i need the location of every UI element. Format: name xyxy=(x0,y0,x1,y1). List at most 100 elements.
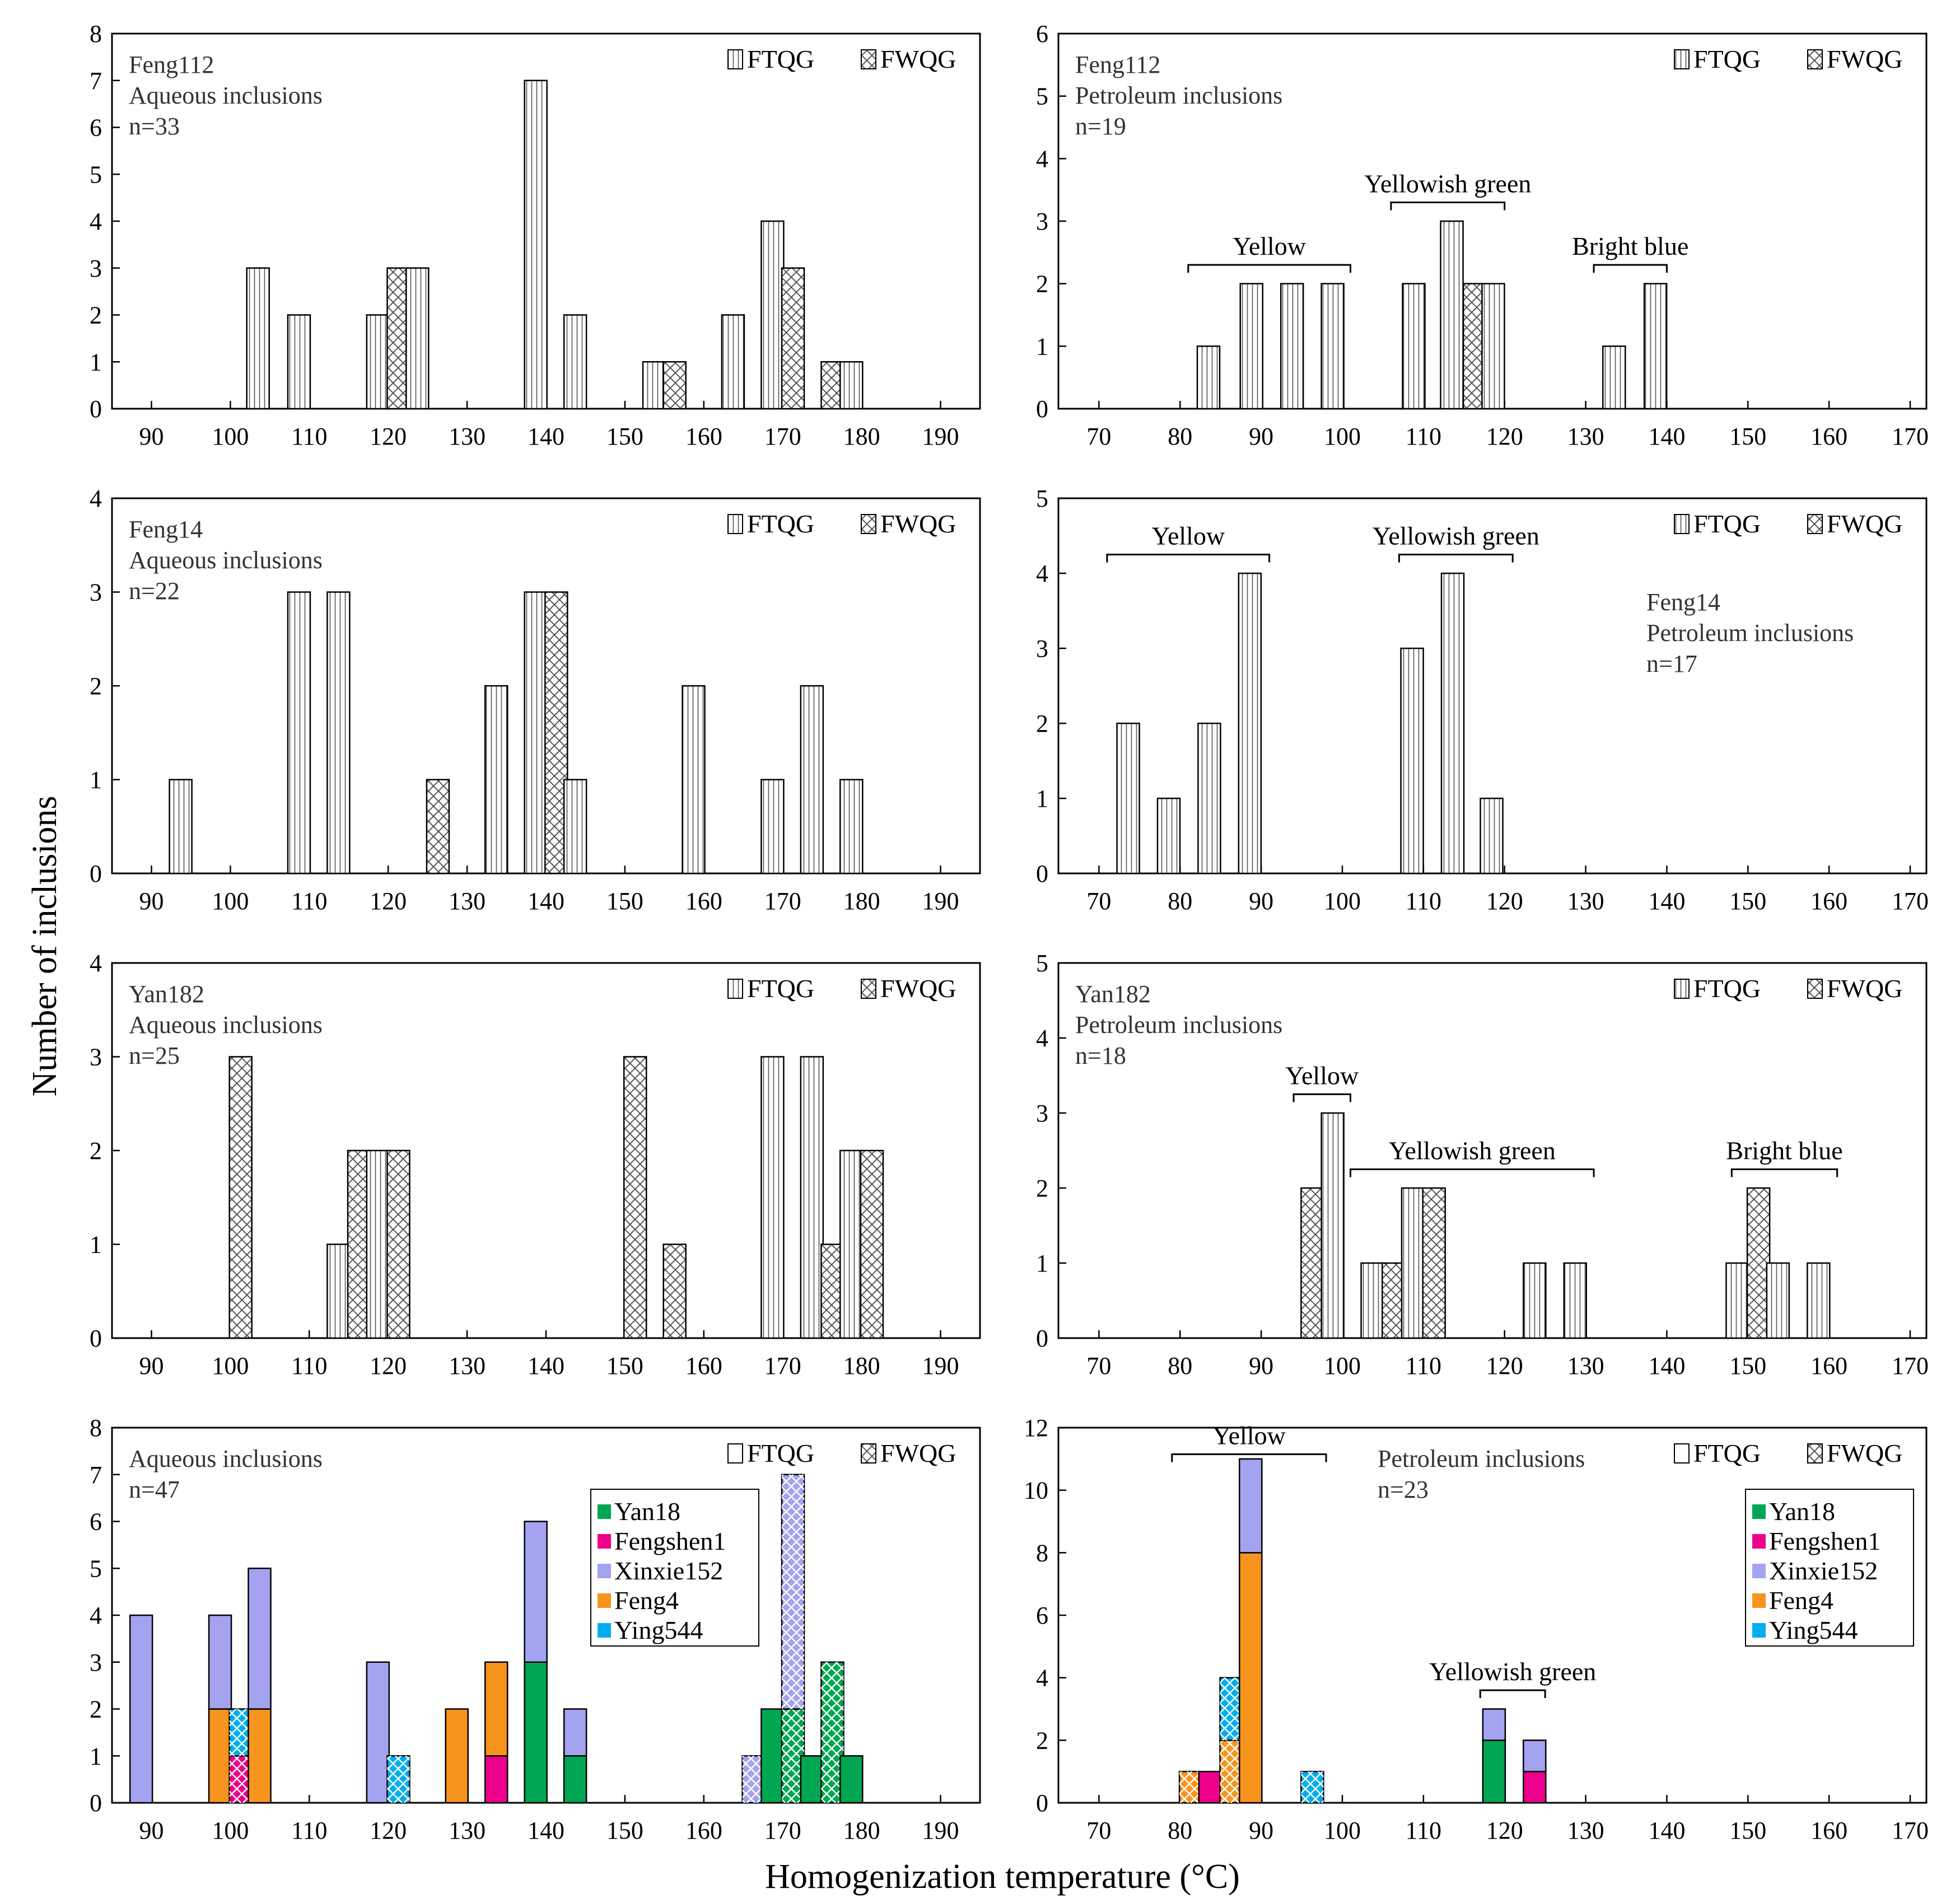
x-tick-label: 120 xyxy=(370,1817,407,1844)
x-tick-label: 100 xyxy=(1324,1352,1361,1380)
bar-hatch xyxy=(1220,1740,1243,1803)
bar-ftqg xyxy=(1480,797,1504,875)
bar-segment-yan18 xyxy=(839,1755,864,1804)
bar-ftqg xyxy=(760,779,785,875)
y-tick-label: 5 xyxy=(1036,83,1048,110)
legend-label-ftqg: FTQG xyxy=(1693,1439,1761,1467)
legend-ftqg-fwqg: FTQG FWQG xyxy=(1674,1439,1902,1467)
chart-panel-8: 0 2 4 6 8 10 12 70 80 90 100 110 120 130 140 150 160 170 Y… xyxy=(1024,1414,1929,1844)
bar-segment-xinxie152 xyxy=(1523,1740,1547,1773)
y-tick-label: 1 xyxy=(1036,333,1048,360)
bar-ftqg xyxy=(1523,1262,1547,1339)
group-bracket xyxy=(1187,264,1351,273)
group-label: Yellowish green xyxy=(1429,1657,1596,1686)
bar-ftqg xyxy=(1196,345,1221,410)
group-label: Bright blue xyxy=(1726,1137,1842,1165)
bar-ftqg xyxy=(366,1149,390,1339)
group-bracket xyxy=(1479,1689,1546,1698)
bar-ftqg xyxy=(1643,283,1668,410)
x-tick-label: 130 xyxy=(449,423,486,450)
bar-ftqg xyxy=(326,1243,351,1339)
legend-label-fwqg: FWQG xyxy=(880,974,956,1003)
y-tick-label: 2 xyxy=(90,1696,102,1723)
x-tick-label: 150 xyxy=(606,1352,643,1380)
legend-box xyxy=(590,1489,759,1647)
info-line: Aqueous inclusions xyxy=(129,1011,323,1039)
legend-label-ftqg: FTQG xyxy=(747,1439,814,1467)
legend-label-ftqg: FTQG xyxy=(1693,509,1761,538)
bar-ftqg xyxy=(1280,283,1304,410)
x-tick-label: 190 xyxy=(922,887,959,915)
bar-segment-yan18 xyxy=(1482,1740,1506,1804)
bar-fwqg xyxy=(1422,1187,1446,1339)
bar-ftqg xyxy=(1602,345,1626,410)
x-tick-label: 120 xyxy=(1486,423,1523,450)
x-tick-label: 130 xyxy=(1567,887,1604,915)
legend-label-xinxie152: Xinxie152 xyxy=(614,1556,723,1585)
x-tick-label: 170 xyxy=(764,887,801,915)
bar-fwqg xyxy=(1382,1262,1406,1339)
x-tick-label: 100 xyxy=(212,1352,249,1380)
legend-label-ftqg: FTQG xyxy=(747,974,814,1003)
y-tick-label: 6 xyxy=(90,1508,102,1536)
x-tick-label: 120 xyxy=(370,423,407,450)
bar-ftqg xyxy=(287,591,311,875)
x-tick-label: 100 xyxy=(1324,423,1361,450)
bar-fwqg xyxy=(1746,1187,1771,1339)
bar-fwqg xyxy=(781,267,805,410)
bar-ftqg xyxy=(1766,1262,1790,1339)
chart-panel-7: 0 1 2 3 4 5 6 7 8 90 100 110 120 130 140 150 160 170 180 19… xyxy=(90,1414,981,1844)
info-line: Petroleum inclusions xyxy=(1075,82,1282,109)
x-tick-label: 140 xyxy=(528,423,564,450)
group-label: Yellowish green xyxy=(1389,1137,1556,1165)
legend-swatch-fwqg xyxy=(861,49,876,69)
x-tick-label: 100 xyxy=(212,423,249,450)
legend-label-fwqg: FWQG xyxy=(1827,509,1902,538)
y-tick-label: 3 xyxy=(1036,1100,1048,1127)
y-tick-label: 0 xyxy=(90,1789,102,1817)
y-tick-label: 8 xyxy=(90,1414,102,1442)
bar-ftqg xyxy=(524,80,548,410)
x-tick-label: 110 xyxy=(1406,1817,1441,1844)
info-line: Aqueous inclusions xyxy=(129,1445,323,1472)
group-label: Yellow xyxy=(1233,232,1306,260)
y-tick-label: 4 xyxy=(1036,1025,1048,1052)
x-tick-label: 70 xyxy=(1086,1817,1111,1844)
group-label: Yellow xyxy=(1151,522,1225,550)
x-tick-label: 190 xyxy=(922,423,959,450)
chart-panel-1: 0 1 2 3 4 5 6 7 8 90 100 110 120 130 140 150 160 170 180 19… xyxy=(90,20,981,450)
y-tick-label: 3 xyxy=(90,255,102,282)
x-tick-label: 190 xyxy=(922,1817,959,1844)
group-label: Yellowish green xyxy=(1364,170,1531,198)
x-tick-label: 80 xyxy=(1168,1352,1192,1380)
chart-panel-6: 0 1 2 3 4 5 70 80 90 100 110 120 130 140 150 160 170 Yell… xyxy=(1036,950,1929,1380)
legend-swatch-xinxie152 xyxy=(1752,1564,1766,1578)
x-tick-label: 120 xyxy=(1486,1352,1523,1380)
x-tick-label: 180 xyxy=(843,1352,880,1380)
y-tick-label: 1 xyxy=(90,766,102,794)
legend-label-ftqg: FTQG xyxy=(747,45,814,73)
x-tick-label: 90 xyxy=(139,1817,164,1844)
group-bracket xyxy=(1390,202,1506,211)
y-tick-label: 3 xyxy=(90,1044,102,1071)
y-tick-label: 5 xyxy=(90,161,102,188)
legend-label-xinxie152: Xinxie152 xyxy=(1769,1556,1878,1585)
x-axis-label: Homogenization temperature (°C) xyxy=(765,1858,1240,1896)
bar-ftqg xyxy=(760,220,785,410)
bar-fwqg xyxy=(623,1056,647,1339)
x-tick-label: 130 xyxy=(449,1817,486,1844)
bar-segment-fengshen1 xyxy=(1523,1770,1547,1804)
bar-ftqg xyxy=(642,361,666,410)
bar-ftqg xyxy=(839,1149,864,1339)
chart-panel-5: 0 1 2 3 4 90 100 110 120 130 140 150 160 170 180 190 Yan… xyxy=(90,950,981,1380)
bar-ftqg xyxy=(405,267,430,410)
group-bracket xyxy=(1730,1168,1838,1177)
x-tick-label: 170 xyxy=(764,1352,801,1380)
legend-ftqg-fwqg: FTQG FWQG xyxy=(1674,974,1902,1003)
bar-segment-feng4 xyxy=(1239,1552,1263,1804)
legend-swatch-fengshen1 xyxy=(1752,1534,1766,1549)
x-tick-label: 160 xyxy=(1810,423,1847,450)
